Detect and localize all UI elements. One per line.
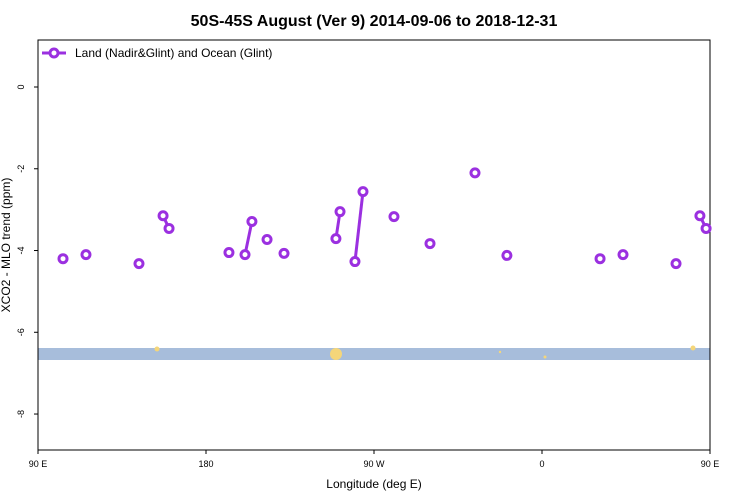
y-tick-label: -4 xyxy=(16,247,26,255)
point xyxy=(261,233,273,245)
point xyxy=(80,249,92,261)
legend-label: Land (Nadir&Glint) and Ocean (Glint) xyxy=(75,46,272,60)
point xyxy=(694,210,706,222)
point xyxy=(239,249,251,261)
x-tick-label: 90 E xyxy=(701,459,720,469)
x-tick-label: 0 xyxy=(539,459,544,469)
point xyxy=(163,222,175,234)
plot-frame xyxy=(37,39,711,451)
y-tick-label: 0 xyxy=(16,85,26,90)
y-axis-label: XCO2 - MLO trend (ppm) xyxy=(0,178,13,313)
point xyxy=(57,253,69,265)
point xyxy=(133,258,145,270)
surface-band xyxy=(38,348,710,360)
series-line xyxy=(243,221,254,255)
x-tick-label: 180 xyxy=(198,459,213,469)
x-tick-label: 90 E xyxy=(29,459,48,469)
legend-marker xyxy=(48,47,60,59)
y-tick-label: -2 xyxy=(16,165,26,173)
point xyxy=(700,222,712,234)
point xyxy=(469,167,481,179)
point xyxy=(594,253,606,265)
point xyxy=(357,186,369,198)
surface-dots xyxy=(154,345,696,360)
x-tick-label: 90 W xyxy=(363,459,385,469)
point xyxy=(670,258,682,270)
point xyxy=(501,249,513,261)
x-axis-label: Longitude (deg E) xyxy=(326,477,421,491)
point xyxy=(278,247,290,259)
chart-title: 50S-45S August (Ver 9) 2014-09-06 to 201… xyxy=(191,13,558,30)
point xyxy=(617,249,629,261)
y-tick-label: -8 xyxy=(16,410,26,418)
point xyxy=(349,256,361,268)
point xyxy=(330,233,342,245)
point xyxy=(388,211,400,223)
point xyxy=(424,238,436,250)
point xyxy=(334,206,346,218)
point xyxy=(157,210,169,222)
series-line xyxy=(353,191,365,262)
y-tick-label: -6 xyxy=(16,328,26,336)
point xyxy=(223,247,235,259)
point xyxy=(246,215,258,227)
